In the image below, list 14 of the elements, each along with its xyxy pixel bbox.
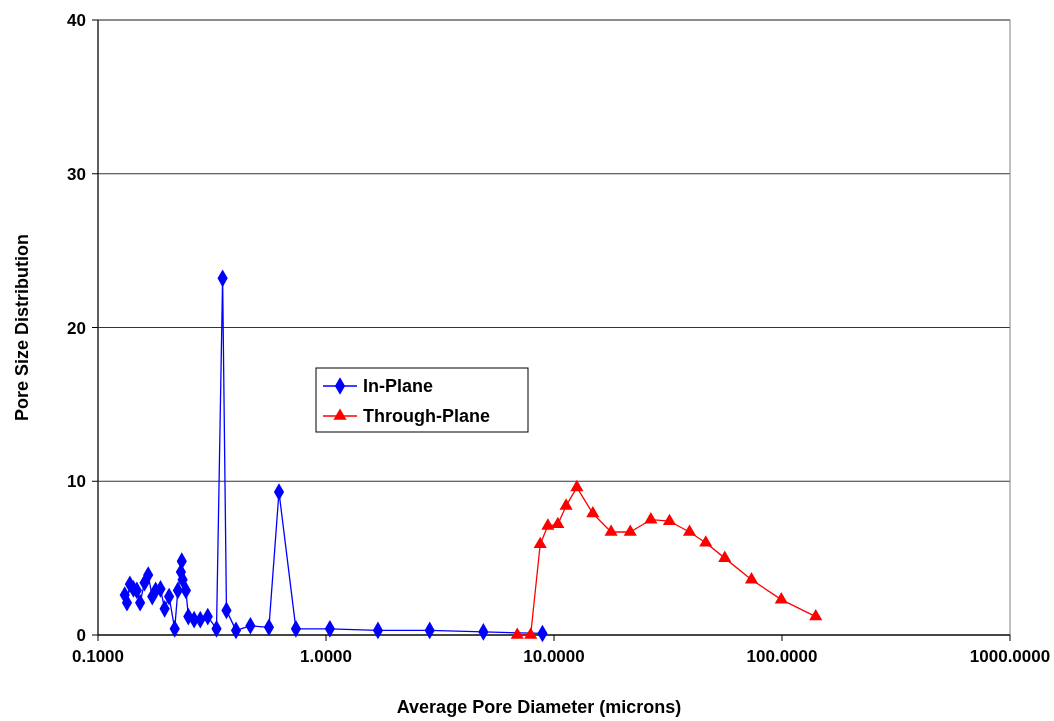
y-tick-label: 20 xyxy=(67,318,86,338)
y-tick-label: 0 xyxy=(76,626,86,645)
y-axis-title: Pore Size Distribution xyxy=(12,233,32,422)
x-tick-label: 0.1000 xyxy=(72,647,124,666)
x-tick-label: 1.0000 xyxy=(300,647,352,666)
legend-label: In-Plane xyxy=(363,376,434,396)
x-axis-title: Average Pore Diameter (microns) xyxy=(396,697,682,717)
x-tick-label: 1000.0000 xyxy=(969,647,1051,666)
legend-label: Through-Plane xyxy=(363,406,490,426)
x-tick-label: 100.0000 xyxy=(746,647,818,666)
x-tick-label: 10.0000 xyxy=(523,647,585,666)
y-tick-label: 40 xyxy=(67,11,86,30)
y-tick-label: 30 xyxy=(67,164,86,184)
y-tick-label: 10 xyxy=(67,472,86,492)
